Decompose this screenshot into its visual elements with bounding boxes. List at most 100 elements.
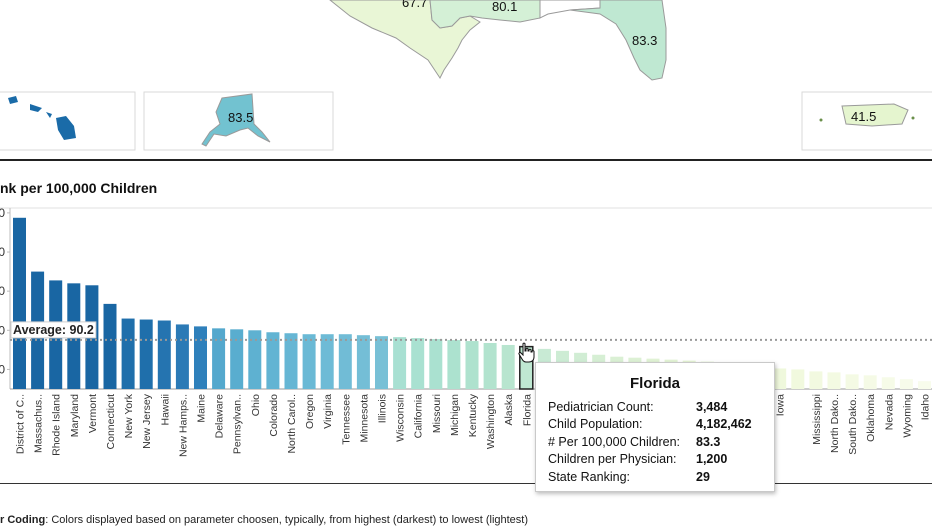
tooltip-value: 4,182,462 — [696, 417, 752, 431]
tooltip-label: State Ranking: — [536, 470, 696, 484]
louisiana-shape[interactable] — [430, 0, 540, 28]
tooltip-value: 3,484 — [696, 400, 727, 414]
tooltip: Florida Pediatrician Count: 3,484 Child … — [535, 362, 775, 492]
bar[interactable] — [791, 369, 804, 389]
bar-chart: 0 0 0 0 0 District of C..Massachus..Rhode Is… — [0, 200, 932, 484]
map-value-label: 83.3 — [632, 33, 657, 48]
x-tick-label: Wisconsin — [395, 394, 407, 442]
bar[interactable] — [809, 371, 822, 389]
x-tick-label: Hawaii — [159, 394, 171, 426]
bar[interactable] — [411, 338, 424, 389]
x-tick-label: Kentucky — [467, 393, 479, 437]
x-tick-label: Washington — [485, 394, 497, 449]
x-tick-label: North Dako.. — [829, 394, 841, 453]
y-tick-label: 0 — [0, 323, 5, 337]
x-tick-label: Vermont — [87, 394, 99, 433]
tooltip-row: State Ranking: 29 — [536, 468, 774, 486]
x-tick-label: New Jersey — [141, 393, 153, 449]
bar[interactable] — [393, 337, 406, 389]
bar[interactable] — [266, 332, 279, 389]
x-tick-label: Illinois — [377, 394, 389, 423]
x-tick-label: Colorado — [268, 394, 280, 437]
tooltip-label: # Per 100,000 Children: — [536, 435, 696, 449]
x-tick-label: District of C.. — [15, 394, 27, 454]
x-tick-label: Connecticut — [105, 394, 117, 450]
x-tick-label: Minnesota — [358, 394, 370, 443]
x-tick-label: New York — [123, 393, 135, 438]
tooltip-label: Pediatrician Count: — [536, 400, 696, 414]
tooltip-label: Children per Physician: — [536, 452, 696, 466]
x-tick-label: Pennsylvan.. — [232, 394, 244, 454]
bar[interactable] — [882, 377, 895, 389]
x-tick-label: Oregon — [304, 394, 316, 429]
y-tick-label: 0 — [0, 245, 5, 259]
island-dot — [912, 117, 915, 120]
bar[interactable] — [176, 324, 189, 389]
bottom-rule — [0, 483, 932, 484]
y-tick-label: 0 — [0, 206, 5, 220]
bar[interactable] — [918, 381, 931, 389]
bar[interactable] — [846, 374, 859, 389]
bar[interactable] — [502, 345, 515, 389]
bar[interactable] — [864, 375, 877, 389]
bar[interactable] — [158, 321, 171, 389]
x-tick-label: Tennessee — [340, 394, 352, 445]
average-label: Average: 90.2 — [13, 323, 94, 337]
bar[interactable] — [321, 334, 334, 389]
bar[interactable] — [104, 304, 117, 389]
bar[interactable] — [285, 333, 298, 389]
bar[interactable] — [13, 218, 26, 389]
bars-layer — [13, 218, 932, 389]
x-tick-label: Rhode Island — [51, 394, 63, 456]
y-tick-label: 0 — [0, 284, 5, 298]
x-tick-label: California — [413, 394, 425, 439]
island-dot — [820, 119, 823, 122]
map-svg — [0, 0, 932, 160]
bar[interactable] — [429, 339, 442, 389]
y-tick-label: 0 — [0, 362, 5, 376]
x-tick-label: Nevada — [883, 394, 895, 430]
bar[interactable] — [773, 368, 786, 389]
x-tick-label: Ohio — [250, 394, 262, 416]
tooltip-row: Pediatrician Count: 3,484 — [536, 398, 774, 416]
tooltip-row: # Per 100,000 Children: 83.3 — [536, 433, 774, 451]
x-tick-label: Oklahoma — [865, 394, 877, 442]
x-tick-label: Maine — [196, 394, 208, 423]
bar[interactable] — [466, 341, 479, 389]
bar[interactable] — [212, 328, 225, 389]
x-tick-label: Iowa — [775, 394, 787, 416]
tooltip-row: Children per Physician: 1,200 — [536, 451, 774, 469]
footer-text: : Colors displayed based on parameter ch… — [45, 514, 528, 526]
bar[interactable] — [339, 334, 352, 389]
x-tick-label: Maryland — [69, 394, 81, 437]
x-tick-label: South Dako.. — [847, 394, 859, 455]
x-tick-label: Michigan — [449, 394, 461, 436]
bar[interactable] — [357, 335, 370, 389]
bar[interactable] — [484, 343, 497, 389]
tooltip-label: Child Population: — [536, 417, 696, 431]
x-tick-label: Idaho — [920, 394, 932, 420]
bar[interactable] — [140, 320, 153, 389]
bar[interactable] — [900, 379, 913, 389]
x-tick-label: New Hamps.. — [177, 394, 189, 457]
x-tick-label: Florida — [521, 394, 533, 426]
hand-cursor-icon — [517, 342, 537, 364]
x-tick-label: Wyoming — [901, 394, 913, 438]
x-tick-label: Delaware — [214, 394, 226, 439]
bar[interactable] — [303, 334, 316, 389]
map-value-label: 80.1 — [492, 0, 517, 14]
bar[interactable] — [447, 340, 460, 389]
tooltip-value: 1,200 — [696, 452, 727, 466]
tooltip-title: Florida — [536, 375, 774, 392]
bar[interactable] — [828, 372, 841, 389]
tooltip-value: 83.3 — [696, 435, 720, 449]
bar[interactable] — [122, 319, 135, 389]
tooltip-row: Child Population: 4,182,462 — [536, 416, 774, 434]
puerto-rico-value-label: 41.5 — [851, 109, 876, 124]
bar[interactable] — [230, 329, 243, 389]
bar[interactable] — [375, 336, 388, 389]
x-tick-label: Missouri — [431, 394, 443, 433]
map-area: 67.7 80.1 83.3 83.5 41.5 — [0, 0, 932, 160]
bar[interactable] — [194, 326, 207, 389]
